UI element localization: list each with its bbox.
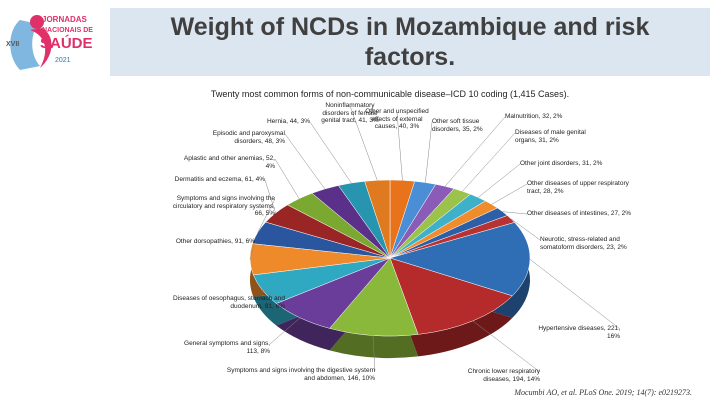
- slice-value: 40, 3%: [398, 123, 420, 130]
- pie-slice: [364, 179, 391, 259]
- slice-label: Chronic lower respiratory diseases, 194,…: [455, 368, 540, 383]
- slice-value: 61, 4%: [244, 176, 265, 183]
- slice-value: 28, 2%: [543, 187, 564, 195]
- leader-line: [478, 163, 521, 198]
- leader-line: [396, 111, 403, 181]
- slice-label: Other and unspecified effects of externa…: [362, 108, 432, 131]
- slice-category: Symptoms and signs involving the digesti…: [226, 367, 375, 382]
- leader-line: [274, 158, 300, 199]
- leader-line: [444, 116, 506, 187]
- leader-line: [491, 183, 528, 205]
- slice-category: General symptoms and signs,: [184, 340, 270, 347]
- logo-text: JORNADAS: [42, 15, 88, 24]
- slice-value: 91, 6%: [234, 238, 255, 245]
- slice-category: Diseases of oesophagus, stomach and duod…: [172, 295, 285, 310]
- leader-line: [529, 259, 621, 330]
- leader-line: [502, 211, 528, 215]
- leader-line: [257, 198, 276, 233]
- slice-category: Diseases of male genital organs,: [515, 129, 586, 144]
- logo: XVII JORNADAS NACIONAIS DE SAÚDE 2021: [6, 15, 93, 70]
- slice-value: 41, 3%: [358, 117, 379, 124]
- slice-label: Noninflammatory disorders of female geni…: [320, 102, 380, 125]
- slice-value: 35, 2%: [462, 125, 483, 133]
- logo-text: SAÚDE: [40, 34, 93, 52]
- slice-value: 221, 16%: [606, 325, 620, 340]
- slice-label: Other joint disorders, 31, 2%: [520, 160, 630, 168]
- leader-line: [269, 317, 301, 345]
- leader-line: [425, 121, 433, 183]
- slice-label: Symptoms and signs involving the digesti…: [225, 367, 375, 382]
- slice-value: 31, 2%: [582, 160, 603, 167]
- slice-value: 31, 2%: [538, 136, 559, 144]
- slice-label: Dermatitis and eczema, 61, 4%: [165, 176, 265, 184]
- slice-value: 23, 2%: [606, 243, 627, 251]
- slice-value: 32, 2%: [542, 113, 563, 120]
- slice-label: Other dorsopathies, 91, 6%: [165, 238, 255, 246]
- slice-label: Episodic and paroxysmal disorders, 48, 3…: [195, 130, 285, 145]
- slice-value: 113, 8%: [246, 347, 270, 355]
- slice-label: Hernia, 44, 3%: [240, 118, 310, 126]
- slice-value: 52, 4%: [265, 155, 275, 170]
- citation: Mocumbi AO, et al. PLoS One. 2019; 14(7)…: [514, 388, 692, 397]
- slice-category: Other diseases of upper respiratory trac…: [527, 180, 629, 195]
- slice-label: Diseases of oesophagus, stomach and duod…: [170, 295, 285, 310]
- slice-category: Chronic lower respiratory diseases,: [467, 368, 540, 383]
- logo-edition: XVII: [6, 41, 19, 48]
- slice-value: 48, 3%: [264, 137, 285, 145]
- leader-line: [262, 289, 286, 300]
- slice-category: Episodic and paroxysmal disorders,: [212, 130, 285, 145]
- slice-label: Other diseases of intestines, 27, 2%: [527, 210, 637, 218]
- leader-line: [472, 320, 541, 373]
- leader-line: [249, 241, 256, 260]
- slice-label: General symptoms and signs, 113, 8%: [180, 340, 270, 355]
- slice-label: Other diseases of upper respiratory trac…: [527, 180, 637, 195]
- slice-label: Hypertensive diseases, 221, 16%: [525, 325, 620, 340]
- slice-category: Hernia,: [266, 118, 288, 125]
- slice-category: Other diseases of intestines,: [527, 210, 610, 217]
- slice-value: 91, 6%: [264, 302, 285, 310]
- slice-value: 194, 14%: [512, 375, 540, 383]
- slice-category: Noninflammatory disorders of female geni…: [321, 102, 378, 124]
- slice-label: Malnutrition, 32, 2%: [505, 113, 575, 121]
- slice-category: Symptoms and signs involving the circula…: [172, 195, 275, 210]
- slice-category: Other joint disorders,: [520, 160, 581, 167]
- slice-category: Malnutrition,: [505, 113, 541, 120]
- slice-category: Other soft tissue disorders,: [432, 118, 480, 133]
- slice-label: Symptoms and signs involving the circula…: [165, 195, 275, 218]
- slice-value: 44, 3%: [289, 118, 310, 125]
- logo-text: NACIONAIS DE: [42, 27, 93, 34]
- slice-value: 27, 2%: [610, 210, 632, 217]
- slice-label: Other soft tissue disorders, 35, 2%: [432, 118, 502, 133]
- slice-category: Other and unspecified effects of externa…: [365, 108, 429, 130]
- slice-category: Aplastic and other anemias,: [183, 155, 265, 162]
- leader-line: [284, 133, 326, 190]
- slice-category: Neurotic, stress-related and somatoform …: [540, 236, 620, 251]
- pie-slice: [329, 257, 419, 337]
- leader-line: [372, 335, 376, 372]
- chart-title: Twenty most common forms of non-communic…: [210, 89, 570, 99]
- leader-line: [510, 218, 541, 241]
- pie-slice: [389, 222, 531, 297]
- slice-label: Neurotic, stress-related and somatoform …: [540, 236, 650, 251]
- slice-category: Dermatitis and eczema,: [174, 176, 243, 183]
- leader-line: [309, 121, 352, 184]
- leader-line: [349, 105, 378, 181]
- pie-slice: [389, 257, 513, 335]
- slice-label: Aplastic and other anemias, 52, 4%: [175, 155, 275, 170]
- logo-year: 2021: [55, 57, 71, 64]
- slice-value: 66, 5%: [254, 210, 275, 217]
- leader-line: [264, 179, 276, 214]
- slide-title: Weight of NCDs in Mozambique and risk fa…: [110, 8, 710, 76]
- slice-category: Other dorsopathies,: [175, 238, 233, 245]
- slice-value: 146, 10%: [347, 374, 375, 382]
- leader-line: [462, 132, 516, 192]
- slice-category: Hypertensive diseases,: [538, 325, 606, 332]
- slice-label: Diseases of male genital organs, 31, 2%: [515, 129, 605, 144]
